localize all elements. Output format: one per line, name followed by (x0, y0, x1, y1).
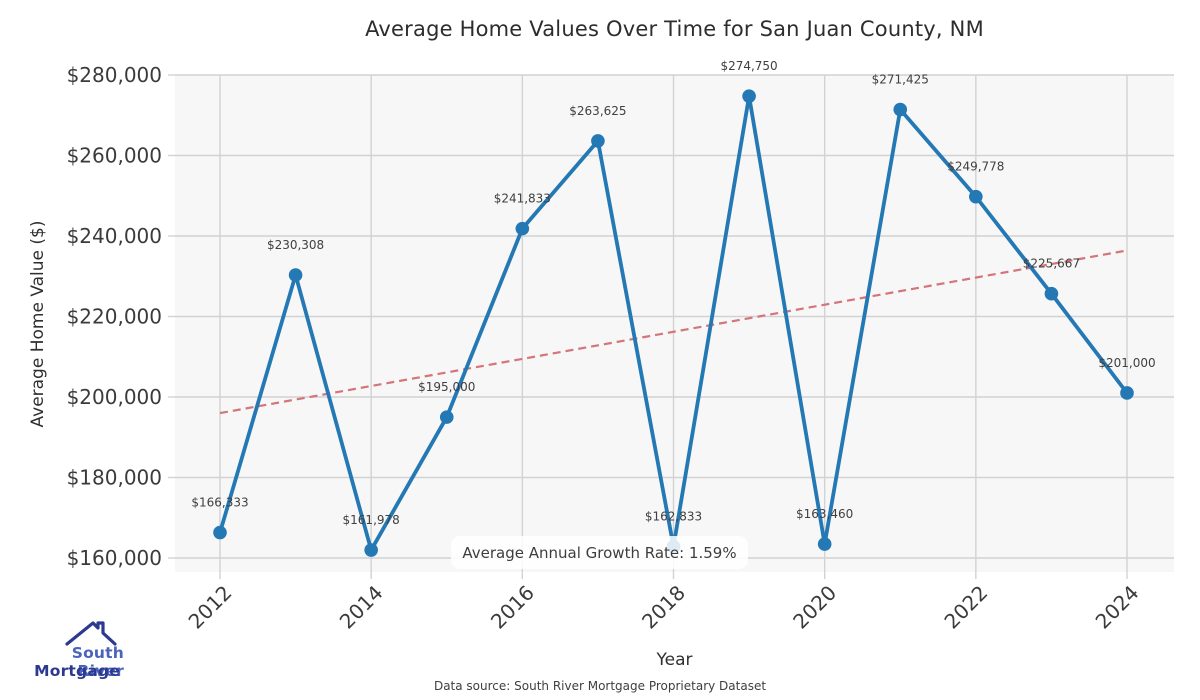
y-tick-label: $280,000 (67, 63, 162, 87)
data-point-label: $271,425 (872, 73, 929, 87)
data-source-note: Data source: South River Mortgage Propri… (433, 679, 767, 693)
data-point-label: $201,000 (1098, 356, 1155, 370)
x-tick-label: 2018 (637, 581, 690, 634)
data-point-label: $162,833 (645, 510, 702, 524)
data-point-label: $263,625 (569, 104, 626, 118)
x-tick-label: 2022 (939, 581, 992, 634)
chart-title: Average Home Values Over Time for San Ju… (365, 17, 984, 41)
south-river-mortgage-logo: South River Mortgage (20, 620, 124, 688)
data-point (1044, 286, 1059, 301)
data-point-label: $161,978 (343, 513, 400, 527)
data-point-label: $166,333 (191, 496, 248, 510)
x-tick-label: 2012 (184, 581, 237, 634)
growth-rate-annotation-text: Average Annual Growth Rate: 1.59% (462, 543, 737, 562)
data-point (439, 410, 454, 424)
y-tick-label: $200,000 (67, 385, 162, 409)
data-point-label: $230,308 (267, 238, 324, 252)
logo-text-south-river: South River (71, 644, 124, 680)
y-axis-title: Average Home Value ($) (28, 220, 48, 428)
data-point (817, 537, 832, 551)
x-axis-title: Year (656, 650, 693, 670)
data-point-label: $195,000 (418, 380, 475, 394)
data-point (364, 543, 378, 557)
x-tick-label: 2020 (788, 581, 841, 634)
data-point-label: $274,750 (720, 59, 777, 73)
data-point (1120, 386, 1134, 400)
data-point (213, 525, 227, 540)
data-point-label: $249,778 (947, 160, 1004, 174)
data-point-label: $225,667 (1023, 257, 1080, 271)
x-tick-label: 2016 (486, 581, 539, 634)
y-tick-label: $160,000 (67, 546, 162, 570)
logo-text-mortgage: Mortgage (34, 662, 120, 680)
y-tick-label: $240,000 (67, 224, 162, 248)
house-roof-icon (65, 621, 117, 646)
data-point (591, 134, 605, 148)
data-point (893, 102, 908, 117)
growth-rate-annotation: Average Annual Growth Rate: 1.59% (451, 536, 748, 569)
trend-line (219, 249, 1128, 415)
plot-area (175, 75, 1174, 572)
data-point-label: $163,460 (796, 507, 853, 521)
data-point (742, 89, 756, 103)
data-point (969, 189, 983, 204)
data-point (515, 221, 530, 236)
x-tick-label: 2014 (335, 581, 388, 634)
y-tick-label: $260,000 (67, 144, 162, 168)
data-point-label: $241,833 (494, 192, 551, 206)
x-tick-label: 2024 (1091, 581, 1144, 634)
y-tick-label: $220,000 (67, 305, 162, 329)
y-tick-label: $180,000 (67, 466, 162, 490)
data-point (288, 268, 303, 282)
